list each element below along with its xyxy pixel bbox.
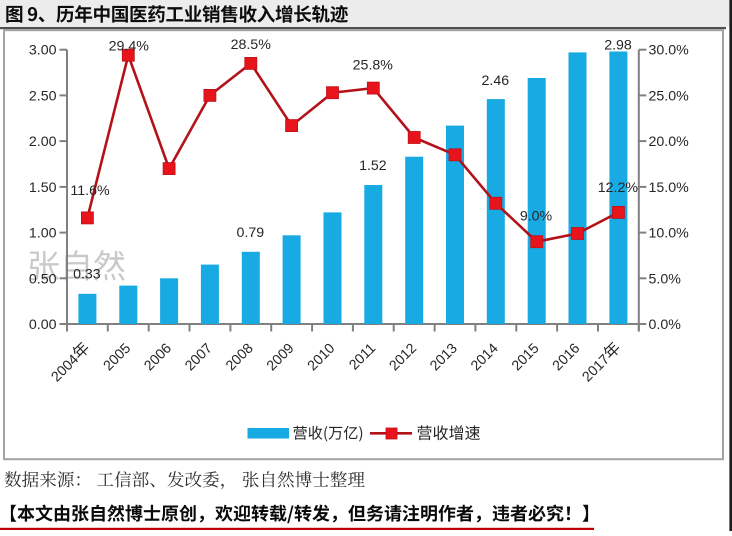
svg-text:2.46: 2.46 (481, 73, 509, 89)
svg-text:5.0%: 5.0% (649, 271, 682, 287)
svg-text:9.0%: 9.0% (520, 209, 553, 225)
svg-text:11.6%: 11.6% (70, 183, 110, 199)
svg-text:28.5%: 28.5% (231, 37, 272, 53)
svg-text:2.98: 2.98 (604, 38, 632, 54)
svg-text:2.50: 2.50 (29, 88, 57, 104)
svg-text:25.0%: 25.0% (649, 88, 690, 104)
svg-text:2.00: 2.00 (29, 134, 57, 150)
svg-text:1.52: 1.52 (359, 158, 387, 174)
svg-text:0.50: 0.50 (29, 271, 57, 287)
svg-text:25.8%: 25.8% (353, 58, 394, 74)
svg-text:1.50: 1.50 (29, 180, 57, 196)
svg-text:3.00: 3.00 (29, 43, 57, 59)
svg-text:30.0%: 30.0% (649, 43, 690, 59)
svg-text:29.4%: 29.4% (109, 39, 150, 55)
svg-text:0.00: 0.00 (29, 317, 57, 333)
svg-text:12.2%: 12.2% (598, 180, 639, 196)
svg-text:0.33: 0.33 (73, 267, 101, 283)
svg-text:0.0%: 0.0% (649, 317, 682, 333)
svg-text:1.00: 1.00 (29, 226, 57, 242)
svg-text:15.0%: 15.0% (649, 180, 690, 196)
svg-text:0.79: 0.79 (236, 225, 264, 241)
svg-text:10.0%: 10.0% (649, 226, 690, 242)
svg-text:20.0%: 20.0% (649, 134, 690, 150)
